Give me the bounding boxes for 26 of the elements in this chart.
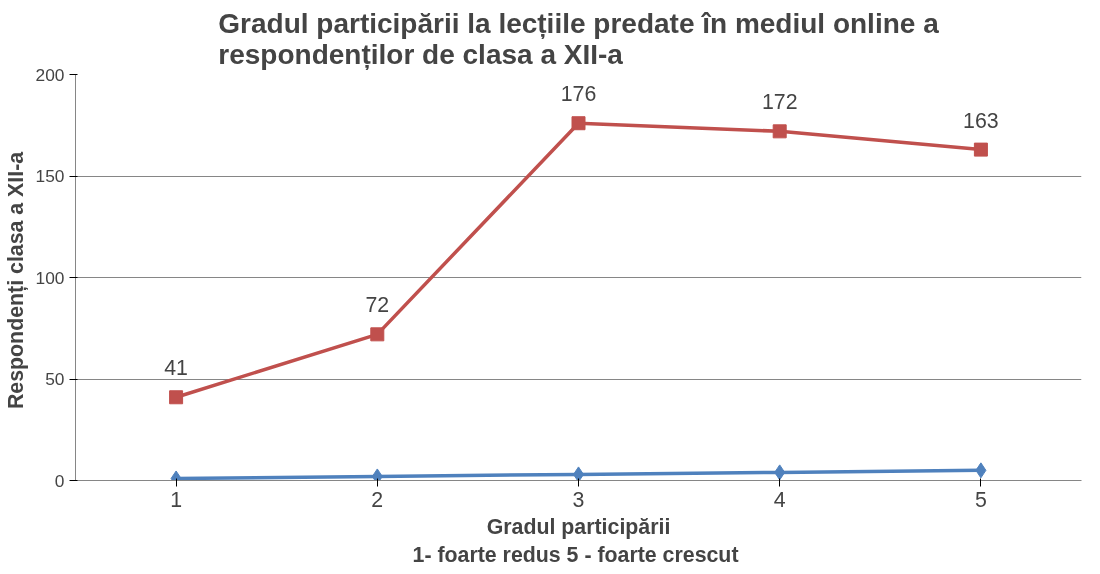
x-tick-label: 4 [773, 487, 786, 512]
x-tick-label: 5 [974, 487, 987, 512]
point [370, 327, 385, 342]
point [772, 124, 787, 139]
x-tick-label: 2 [371, 487, 384, 512]
data-label: 176 [560, 82, 597, 107]
data-label: 72 [365, 293, 390, 318]
point [973, 142, 988, 157]
point [169, 390, 184, 405]
data-label: 41 [164, 356, 188, 381]
chart-title: Gradul participării la lecțiile predate în mediul online a respondenților de clasa a XII-a [218, 7, 940, 70]
y-tick-label: 50 [45, 369, 65, 389]
x-tick-label: 1 [170, 487, 183, 512]
data-label: 172 [761, 90, 798, 115]
x-tick-label: 3 [572, 487, 585, 512]
y-tick-label: 150 [35, 166, 65, 186]
point [573, 466, 584, 481]
y-tick-label: 200 [35, 64, 65, 85]
data-label: 163 [963, 108, 999, 133]
point [975, 462, 987, 479]
point [571, 116, 586, 131]
y-tick-label: 100 [35, 267, 65, 288]
y-tick-label: 0 [54, 470, 65, 491]
y-axis-title: Respondenți clasa a XII-a [3, 151, 28, 410]
x-axis-title: Gradul participării 1- foarte redus 5 - foarte crescut [412, 514, 739, 568]
point [774, 464, 786, 481]
